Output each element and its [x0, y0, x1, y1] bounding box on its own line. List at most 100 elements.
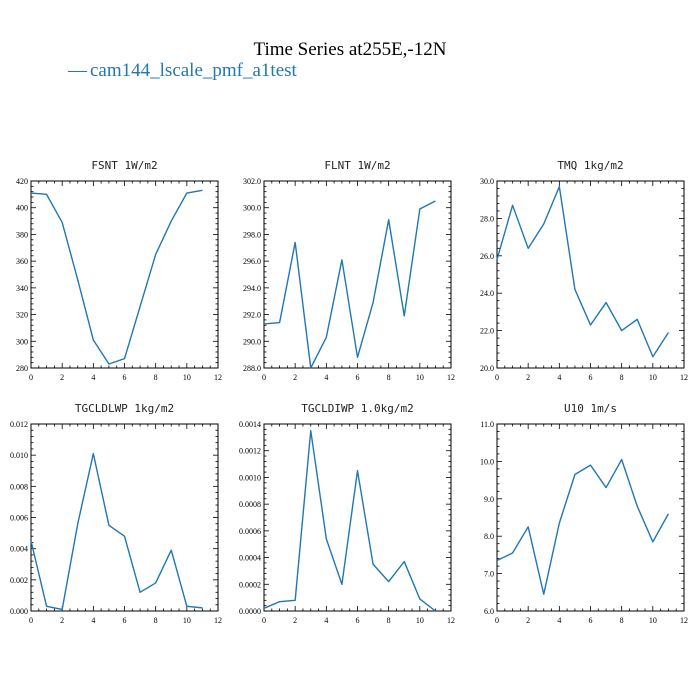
- x-tick-label: 6: [356, 616, 360, 625]
- panel-6: U10 1m/s 0 2 4 6 8 10 12 6.0 7.0 8.0 9.0 10.0 11.0: [480, 402, 688, 625]
- panel-title: FLNT 1W/m2: [324, 159, 390, 172]
- x-tick-label: 4: [91, 373, 95, 382]
- x-tick-label: 6: [123, 616, 127, 625]
- x-tick-label: 12: [447, 373, 455, 382]
- y-tick-label: 294.0: [243, 284, 261, 293]
- panel-title: FSNT 1W/m2: [91, 159, 157, 172]
- x-tick-label: 10: [416, 373, 424, 382]
- y-tick-label: 0.0014: [239, 420, 261, 429]
- y-tick-label: 340: [16, 284, 28, 293]
- panel-1: FSNT 1W/m2 0 2 4 6 8 10 12 280 300 320 340 360 380 400…: [16, 159, 222, 382]
- y-tick-label: 296.0: [243, 257, 261, 266]
- y-tick-label: 0.0006: [239, 527, 261, 536]
- x-tick-label: 12: [214, 373, 222, 382]
- y-tick-label: 292.0: [243, 311, 261, 320]
- y-tick-label: 7.0: [484, 570, 494, 579]
- x-tick-label: 8: [620, 373, 624, 382]
- panel-2: FLNT 1W/m2 0 2 4 6 8 10 12 288.0 290.0 292.0 294.0 2…: [243, 159, 455, 382]
- y-tick-label: 380: [16, 230, 28, 239]
- y-tick-label: 300: [16, 337, 28, 346]
- x-tick-label: 10: [649, 616, 657, 625]
- series-line: [30, 452, 203, 611]
- x-tick-label: 12: [447, 616, 455, 625]
- x-tick-label: 0: [495, 373, 499, 382]
- figure-title: Time Series at255E,-12N: [254, 39, 447, 60]
- y-tick-label: 30.0: [480, 177, 494, 186]
- y-tick-label: 0.006: [10, 514, 28, 523]
- y-tick-label: 26.0: [480, 252, 494, 261]
- panel-title: TGCLDIWP 1.0kg/m2: [301, 402, 414, 415]
- series-line: [496, 185, 670, 358]
- y-tick-label: 22.0: [480, 327, 494, 336]
- x-tick-label: 8: [387, 616, 391, 625]
- y-tick-label: 0.0012: [239, 447, 261, 456]
- x-tick-label: 2: [293, 616, 297, 625]
- y-tick-label: 288.0: [243, 364, 261, 373]
- x-tick-label: 2: [526, 373, 530, 382]
- x-tick-label: 0: [495, 616, 499, 625]
- y-tick-label: 0.004: [10, 545, 28, 554]
- legend: — cam144_lscale_pmf_a1test: [67, 60, 298, 81]
- panel-5: TGCLDIWP 1.0kg/m2 0 2 4 6 8 10 12 0.0000 0.0002 0.…: [239, 402, 455, 625]
- x-tick-label: 2: [293, 373, 297, 382]
- x-tick-label: 0: [262, 373, 266, 382]
- x-tick-label: 10: [183, 616, 191, 625]
- y-tick-label: 0.012: [10, 420, 28, 429]
- x-tick-label: 8: [154, 373, 158, 382]
- y-tick-label: 360: [16, 257, 28, 266]
- panel-title: U10 1m/s: [564, 402, 617, 415]
- y-tick-label: 9.0: [484, 495, 494, 504]
- x-tick-label: 4: [324, 373, 328, 382]
- x-tick-label: 8: [154, 616, 158, 625]
- x-tick-label: 6: [589, 373, 593, 382]
- y-tick-label: 8.0: [484, 532, 494, 541]
- x-tick-label: 12: [680, 373, 688, 382]
- series-line: [496, 458, 670, 595]
- y-tick-label: 0.0010: [239, 473, 261, 482]
- x-tick-label: 4: [557, 373, 561, 382]
- y-tick-label: 302.0: [243, 177, 261, 186]
- panel-4: TGCLDLWP 1kg/m2 0 2 4 6 8 10 12 0.000 0.002 0.004 0…: [10, 402, 222, 625]
- series-line: [263, 200, 436, 369]
- x-tick-label: 2: [526, 616, 530, 625]
- x-tick-label: 6: [589, 616, 593, 625]
- x-tick-label: 2: [60, 373, 64, 382]
- y-tick-label: 11.0: [480, 420, 494, 429]
- x-tick-label: 4: [557, 616, 561, 625]
- x-tick-label: 6: [356, 373, 360, 382]
- y-tick-label: 0.008: [10, 482, 28, 491]
- x-tick-label: 12: [680, 616, 688, 625]
- y-tick-label: 10.0: [480, 457, 494, 466]
- y-tick-label: 298.0: [243, 230, 261, 239]
- x-tick-label: 0: [29, 616, 33, 625]
- panel-grid: FSNT 1W/m20 2 4 6 8 10 12280300320340360380400…: [10, 159, 688, 625]
- y-tick-label: 0.0004: [239, 554, 261, 563]
- y-tick-label: 400: [16, 204, 28, 213]
- y-tick-label: 0.0008: [239, 500, 261, 509]
- panel-title: TGCLDLWP 1kg/m2: [75, 402, 174, 415]
- y-tick-label: 24.0: [480, 289, 494, 298]
- x-tick-label: 4: [91, 616, 95, 625]
- x-tick-label: 8: [387, 373, 391, 382]
- y-tick-label: 420: [16, 177, 28, 186]
- y-tick-label: 280: [16, 364, 28, 373]
- x-tick-label: 4: [324, 616, 328, 625]
- x-tick-label: 0: [262, 616, 266, 625]
- panel-3: TMQ 1kg/m2 0 2 4 6 8 10 12 20.0 22.0 24.0 26.0 28.0 3…: [480, 159, 688, 382]
- x-tick-label: 0: [29, 373, 33, 382]
- y-tick-label: 0.002: [10, 576, 28, 585]
- series-line: [30, 189, 203, 365]
- y-tick-label: 0.010: [10, 451, 28, 460]
- series-line: [263, 429, 436, 612]
- legend-line-glyph: —: [67, 60, 88, 81]
- x-tick-label: 6: [123, 373, 127, 382]
- y-tick-label: 0.0000: [239, 607, 261, 616]
- x-tick-label: 2: [60, 616, 64, 625]
- legend-label: cam144_lscale_pmf_a1test: [90, 60, 298, 81]
- y-tick-label: 0.000: [10, 607, 28, 616]
- y-tick-label: 300.0: [243, 204, 261, 213]
- y-tick-label: 28.0: [480, 214, 494, 223]
- y-tick-label: 20.0: [480, 364, 494, 373]
